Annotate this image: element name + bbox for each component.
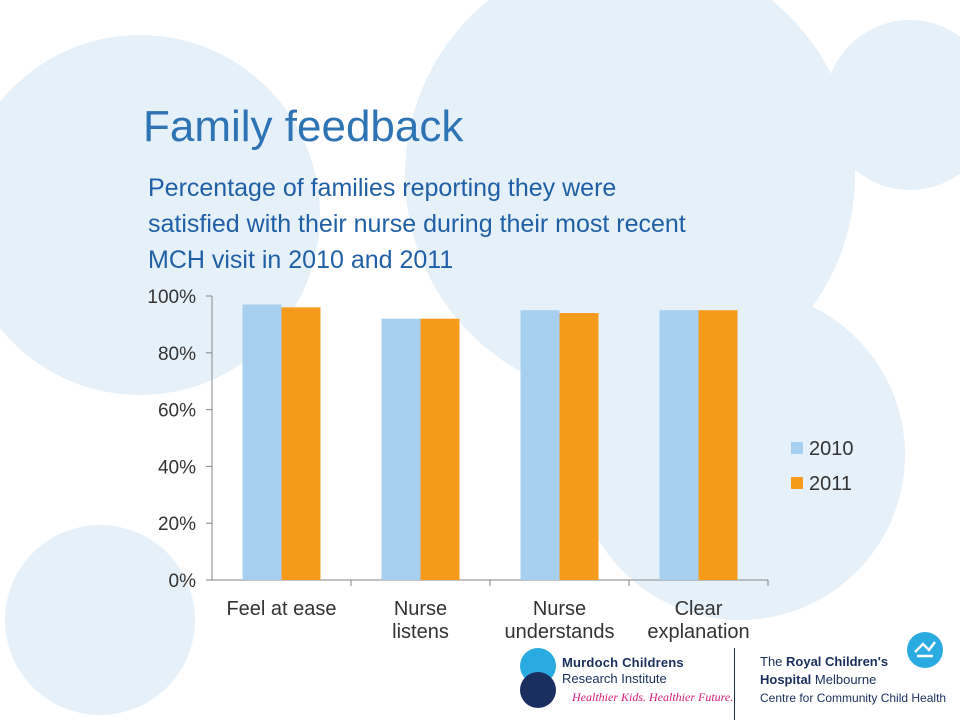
background-circle — [575, 290, 905, 620]
subtitle-line: MCH visit in 2010 and 2011 — [148, 246, 454, 274]
y-tick-label: 60% — [158, 401, 196, 422]
background-circle — [825, 20, 960, 190]
legend-swatch — [791, 477, 803, 489]
bar-2011 — [281, 307, 321, 580]
x-tick-label: Nurse — [394, 598, 447, 620]
slide-title: Family feedback — [143, 102, 464, 151]
bar-2011 — [698, 310, 738, 580]
y-tick-label: 20% — [158, 514, 196, 535]
x-tick-label: understands — [504, 621, 614, 643]
slide-subtitle: Percentage of families reporting they we… — [148, 170, 868, 278]
x-tick-label: Clear — [675, 598, 723, 620]
bar-2010 — [242, 304, 282, 580]
background-circle — [0, 35, 320, 395]
y-tick-label: 100% — [147, 287, 196, 308]
bar-2010 — [520, 310, 560, 580]
y-tick-label: 80% — [158, 344, 196, 365]
legend-label: 2011 — [809, 473, 852, 495]
x-tick-label: Feel at ease — [226, 598, 336, 620]
x-tick-label: Nurse — [533, 598, 586, 620]
bar-2011 — [420, 318, 460, 580]
bar-2011 — [559, 313, 599, 580]
legend-label: 2010 — [809, 438, 854, 460]
y-tick-label: 0% — [169, 571, 197, 592]
subtitle-line: Percentage of families reporting they we… — [148, 174, 617, 202]
x-tick-label: listens — [392, 621, 449, 643]
subtitle-line: satisfied with their nurse during their … — [148, 210, 686, 238]
bar-2010 — [659, 310, 699, 580]
legend-swatch — [791, 442, 803, 454]
x-tick-label: explanation — [647, 621, 749, 643]
background-circle — [5, 525, 195, 715]
bar-2010 — [381, 318, 421, 580]
y-tick-label: 40% — [158, 457, 196, 478]
